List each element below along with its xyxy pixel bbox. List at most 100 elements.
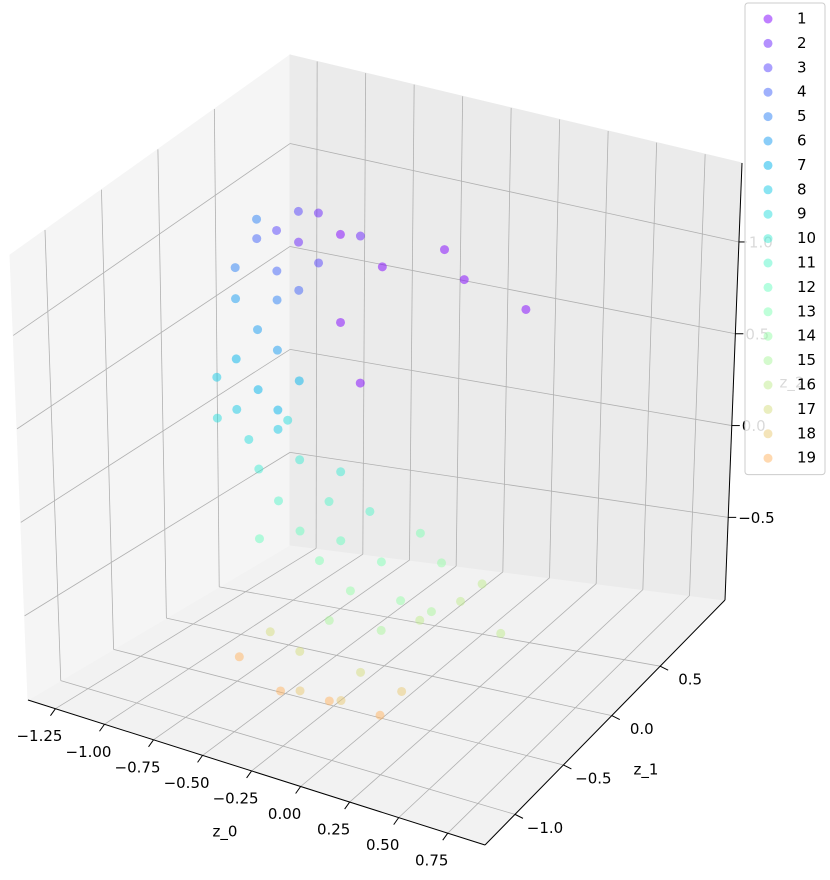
legend-marker — [763, 234, 773, 244]
point — [244, 434, 254, 444]
tick-mark — [514, 813, 524, 819]
legend-label: 9 — [797, 205, 807, 223]
point — [345, 586, 355, 596]
point — [377, 262, 387, 272]
point — [254, 464, 264, 474]
tick-mark — [442, 832, 449, 841]
legend-label: 5 — [797, 107, 807, 125]
point — [272, 225, 282, 235]
point — [375, 710, 385, 720]
legend-marker — [763, 356, 773, 366]
legend-marker — [763, 404, 773, 414]
legend-marker — [763, 209, 773, 219]
back-pane — [289, 54, 743, 601]
x-tick-label: 0.25 — [317, 821, 350, 839]
x-axis-label: z_0 — [213, 823, 238, 842]
point — [253, 385, 263, 395]
point — [274, 496, 284, 506]
point — [324, 696, 334, 706]
point — [336, 317, 346, 327]
grid-line — [315, 61, 318, 549]
x-tick-label: −1.25 — [16, 727, 62, 745]
tick-mark — [563, 764, 572, 770]
grid-line — [166, 617, 612, 716]
legend-marker — [763, 63, 773, 73]
axis-line — [484, 599, 726, 846]
legend-marker — [763, 453, 773, 463]
y-tick-label: 0.0 — [630, 720, 654, 738]
legend-marker — [763, 282, 773, 292]
legend-box — [744, 2, 826, 476]
point — [459, 275, 469, 285]
point — [295, 686, 305, 696]
legend-label: 2 — [797, 34, 807, 52]
grid — [13, 61, 740, 834]
grid-line — [289, 143, 740, 243]
legend-marker — [763, 185, 773, 195]
grid-line — [289, 246, 736, 335]
legend-label: 8 — [797, 180, 807, 198]
grid-line — [595, 131, 609, 584]
grid-line — [113, 648, 564, 766]
grid-line — [202, 565, 457, 756]
x-tick-label: 0.75 — [415, 852, 448, 870]
legend-marker — [763, 331, 773, 341]
legend-label: 4 — [797, 83, 807, 101]
point — [212, 372, 222, 382]
legend-label: 14 — [797, 327, 816, 345]
point — [437, 558, 447, 568]
point — [272, 345, 282, 355]
point — [496, 628, 506, 638]
legend-marker — [763, 112, 773, 122]
legend-label: 6 — [797, 132, 807, 150]
point — [294, 376, 304, 386]
y-tick-label: −0.5 — [575, 769, 611, 787]
legend-label: 3 — [797, 58, 807, 76]
grid-line — [362, 73, 367, 555]
legend-marker — [763, 38, 773, 48]
point — [440, 245, 450, 255]
point — [336, 696, 346, 706]
legend-marker — [763, 136, 773, 146]
x-tick-label: 0.50 — [366, 836, 399, 854]
grid-line — [549, 119, 561, 578]
point — [283, 415, 293, 425]
tick-mark — [148, 739, 154, 748]
point — [396, 596, 406, 606]
point — [231, 354, 241, 364]
legend-label: 11 — [797, 254, 816, 272]
grid-line — [213, 109, 220, 587]
point — [295, 646, 305, 656]
grid-line — [104, 553, 364, 725]
z-tick-label: −0.5 — [738, 509, 774, 527]
point — [477, 579, 487, 589]
grid-line — [300, 577, 550, 787]
grid-line — [689, 154, 706, 596]
legend-label: 17 — [797, 400, 816, 418]
legend-label: 13 — [797, 302, 816, 320]
x-tick-label: −1.00 — [66, 743, 112, 761]
point — [314, 556, 324, 566]
grid-line — [398, 589, 644, 818]
point — [415, 528, 425, 538]
point — [230, 263, 240, 273]
grid-line — [60, 680, 516, 815]
points — [212, 206, 531, 720]
x-tick-label: −0.75 — [115, 758, 161, 776]
legend-marker — [763, 87, 773, 97]
point — [234, 652, 244, 662]
tick-mark — [197, 755, 203, 763]
grid-line — [409, 84, 415, 561]
grid-line — [13, 143, 291, 336]
point — [324, 497, 334, 507]
grid-line — [101, 189, 114, 650]
point — [324, 615, 334, 625]
tick-mark — [611, 715, 620, 721]
point — [254, 534, 264, 544]
y-tick-label: −1.0 — [527, 819, 563, 837]
grid-line — [455, 96, 464, 567]
legend-label: 15 — [797, 351, 816, 369]
legend-label: 7 — [797, 156, 807, 174]
point — [253, 325, 263, 335]
